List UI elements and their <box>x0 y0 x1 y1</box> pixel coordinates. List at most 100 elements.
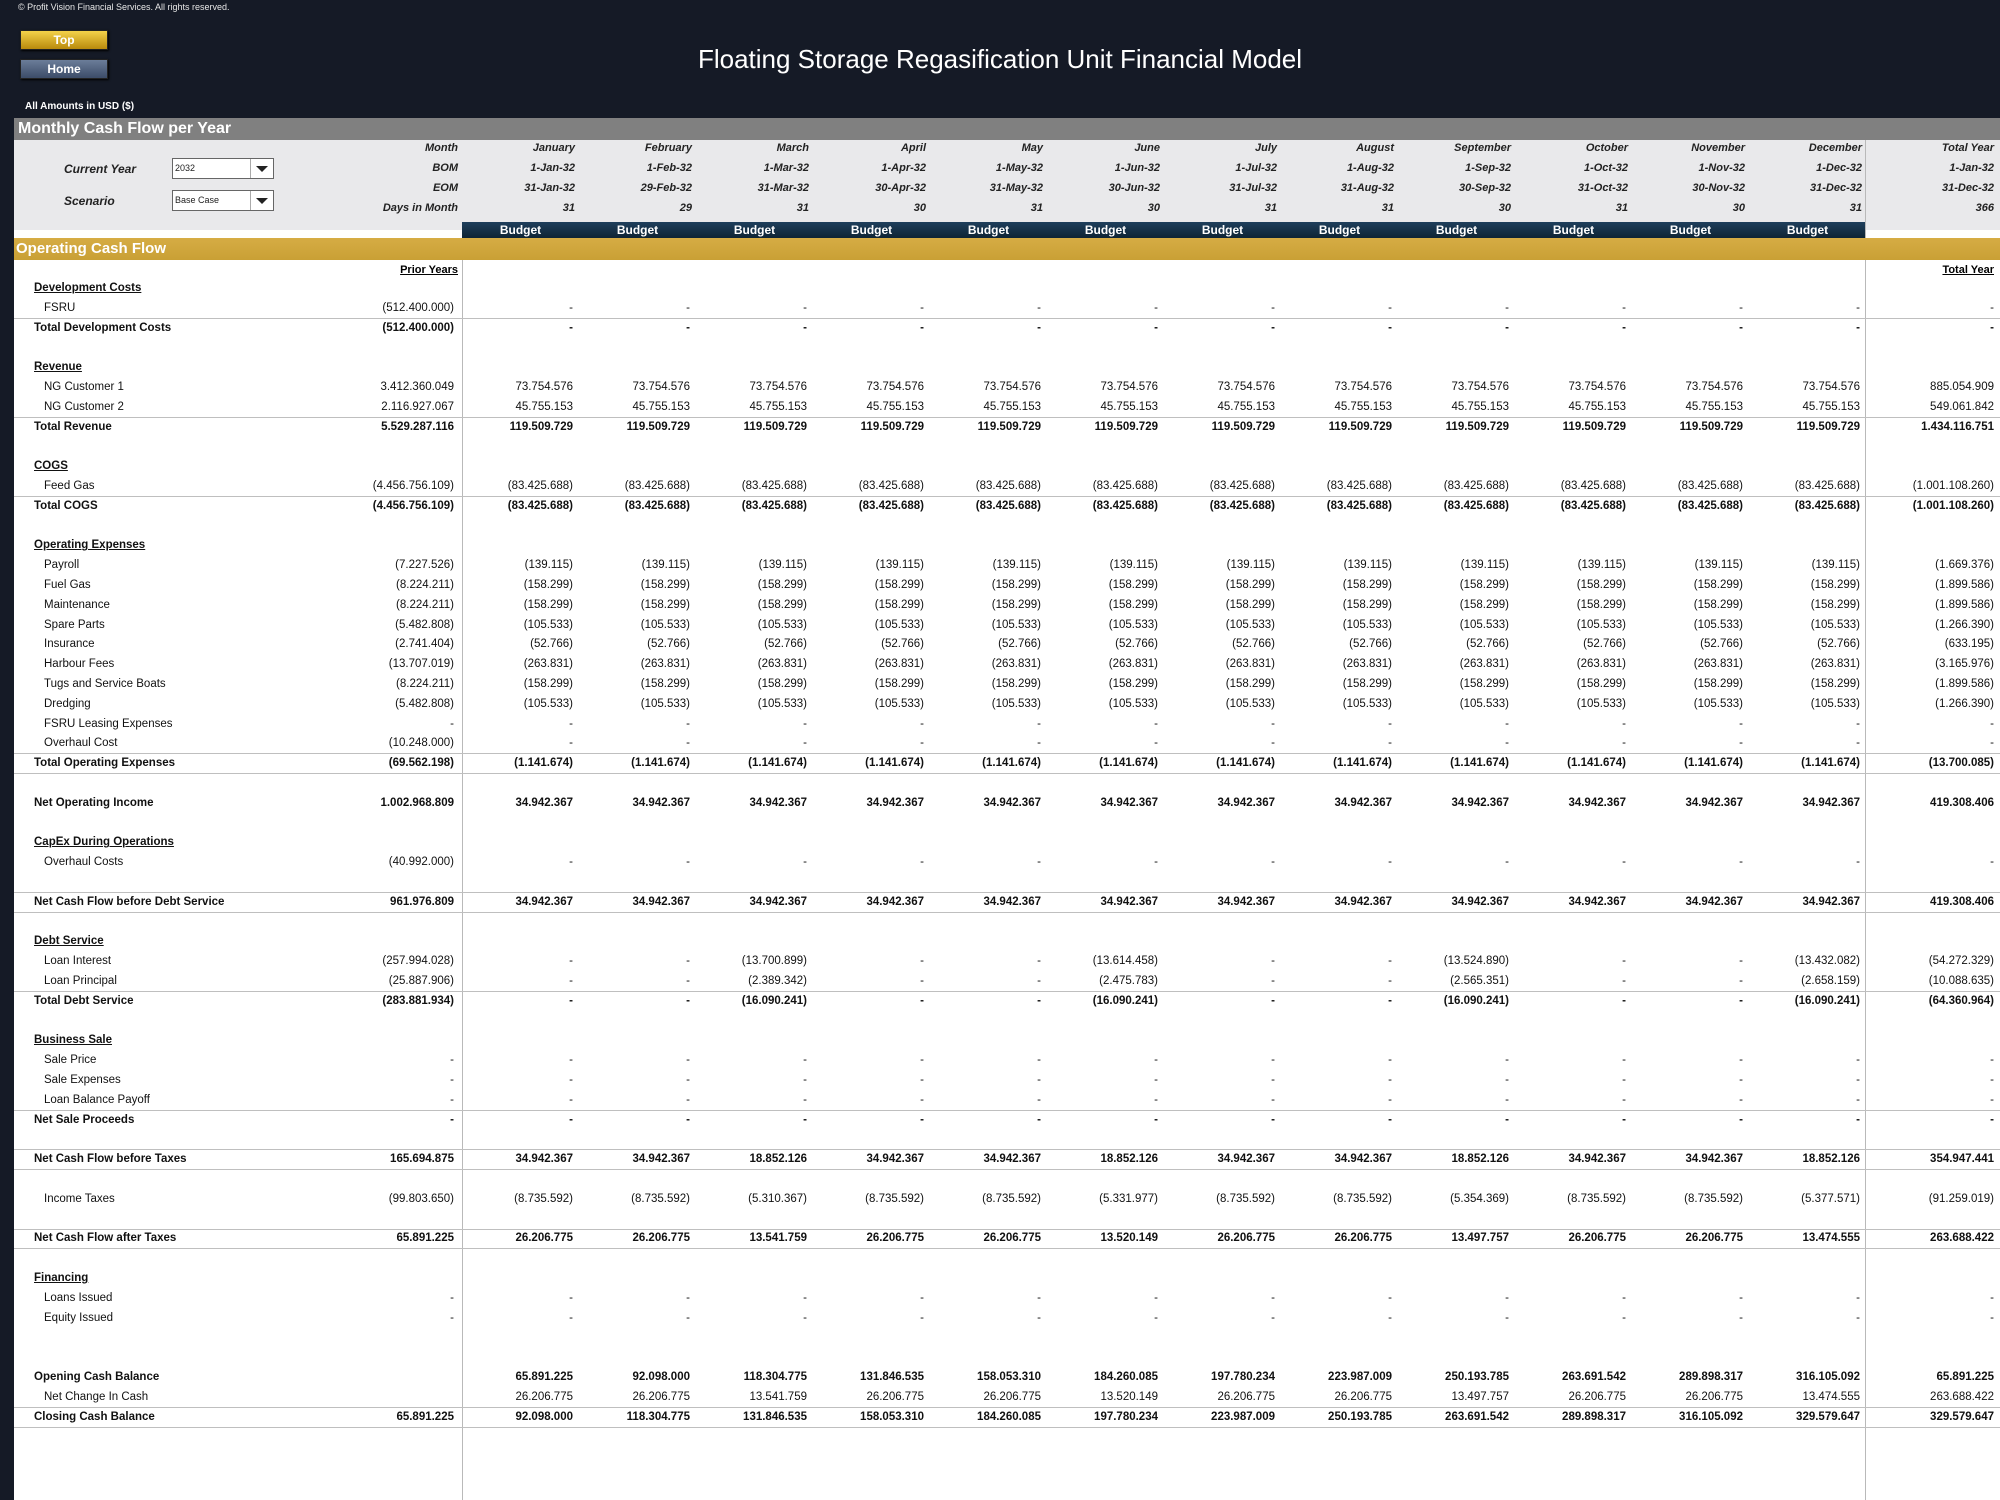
month-cell: (105.533) <box>991 697 1041 710</box>
operating-cash-flow-band: Operating Cash Flow <box>14 238 2000 260</box>
month-cell: 18.852.126 <box>749 1153 807 1166</box>
month-header-days: 31 <box>1030 202 1043 214</box>
month-cell: - <box>1739 1093 1743 1106</box>
month-cell: (158.299) <box>757 579 807 591</box>
total-year-header-days: 366 <box>1975 202 1994 214</box>
table-row: FSRU (512.400.000) - - - - - - - - - - - - - <box>14 302 2000 320</box>
month-header-name: March <box>776 142 809 154</box>
row-divider <box>14 773 2000 775</box>
row-divider <box>14 1426 2000 1428</box>
chevron-down-icon[interactable] <box>250 159 273 178</box>
month-cell: - <box>1739 321 1743 334</box>
month-cell: - <box>1388 321 1392 334</box>
month-cell: 119.509.729 <box>1445 420 1509 433</box>
month-cell: 73.754.576 <box>1334 381 1392 393</box>
month-cell: - <box>569 975 573 987</box>
month-cell: (158.299) <box>640 598 690 611</box>
month-cell: - <box>1856 856 1860 869</box>
month-cell: - <box>803 717 807 730</box>
month-cell: (139.115) <box>524 559 573 572</box>
row-label: Opening Cash Balance <box>34 1371 160 1383</box>
days-header-label: Days in Month <box>382 202 458 214</box>
prior-years-cell: 5.529.287.116 <box>381 420 454 433</box>
month-cell: - <box>686 975 690 987</box>
month-cell: - <box>1388 975 1392 987</box>
month-cell: (13.700.899) <box>741 955 807 968</box>
prior-years-cell: (99.803.650) <box>388 1192 454 1205</box>
month-cell: - <box>803 1291 807 1304</box>
month-cell: (52.766) <box>998 638 1041 651</box>
month-header-days: 30 <box>1147 202 1160 214</box>
total-year-cell: - <box>1990 1291 1994 1304</box>
month-cell: 119.509.729 <box>860 420 924 433</box>
month-cell: 34.942.367 <box>1217 895 1275 908</box>
table-row: NG Customer 1 3.412.360.049 73.754.576 73.7… <box>14 381 2000 399</box>
month-cell: - <box>1388 955 1392 968</box>
month-cell: (105.533) <box>1459 618 1509 631</box>
month-header-bom: 1-May-32 <box>995 162 1043 174</box>
table-row: Overhaul Cost (10.248.000) - - - - - - - - - - - - - <box>14 737 2000 755</box>
scenario-dropdown[interactable]: Base Case <box>172 190 274 211</box>
month-cell: (8.735.592) <box>514 1192 573 1205</box>
month-cell: 45.755.153 <box>1100 400 1158 413</box>
month-cell: 26.206.775 <box>1217 1232 1275 1245</box>
chevron-down-icon[interactable] <box>250 191 273 210</box>
month-cell: - <box>569 1311 573 1324</box>
month-header-name: August <box>1356 142 1394 154</box>
month-cell: 34.942.367 <box>1217 1153 1275 1166</box>
month-cell: (139.115) <box>1226 559 1275 572</box>
divider <box>462 260 463 1500</box>
month-cell: - <box>1856 1311 1860 1324</box>
month-cell: 26.206.775 <box>632 1390 690 1403</box>
total-year-cell: 419.308.406 <box>1930 895 1994 908</box>
prior-years-cell: (2.741.404) <box>395 638 454 651</box>
month-cell: (158.299) <box>1108 678 1158 690</box>
current-year-value: 2032 <box>175 163 196 173</box>
month-cell: (105.533) <box>874 618 924 631</box>
prior-years-cell: - <box>450 1093 454 1106</box>
month-cell: - <box>1271 321 1275 334</box>
month-cell: 34.942.367 <box>749 796 807 809</box>
month-header-eom: 31-Dec-32 <box>1810 182 1862 194</box>
month-header-eom: 31-Oct-32 <box>1577 182 1628 194</box>
total-year-cell: 263.688.422 <box>1930 1390 1994 1403</box>
month-cell: - <box>1505 1074 1509 1086</box>
scenario-label: Scenario <box>64 194 115 208</box>
total-year-cell: - <box>1990 1093 1994 1106</box>
row-label: Net Operating Income <box>34 796 154 809</box>
total-year-cell: - <box>1990 321 1994 334</box>
month-cell: (139.115) <box>875 559 924 572</box>
budget-tag: Budget <box>1786 223 1829 237</box>
total-year-cell: 885.054.909 <box>1930 381 1994 393</box>
month-cell: - <box>920 717 924 730</box>
row-label: Income Taxes <box>44 1192 115 1205</box>
month-cell: 26.206.775 <box>1334 1232 1392 1245</box>
month-cell: - <box>1622 1054 1626 1067</box>
table-row: Debt Service <box>14 935 2000 953</box>
month-cell: - <box>1388 717 1392 730</box>
month-cell: (105.533) <box>1108 697 1158 710</box>
month-cell: 26.206.775 <box>1568 1390 1626 1403</box>
parameter-area: Current Year 2032 Scenario Base Case Mon… <box>14 140 2000 230</box>
month-cell: 13.541.759 <box>749 1390 807 1403</box>
home-button[interactable]: Home <box>20 59 108 79</box>
row-label: Net Sale Proceeds <box>34 1113 135 1126</box>
prior-years-cell: 165.694.875 <box>390 1153 454 1166</box>
current-year-dropdown[interactable]: 2032 <box>172 158 274 179</box>
budget-tag: Budget <box>499 223 542 237</box>
spreadsheet: Monthly Cash Flow per Year Current Year … <box>14 118 2000 1500</box>
row-divider <box>14 317 2000 319</box>
row-divider <box>14 1109 2000 1111</box>
month-cell: (2.389.342) <box>748 975 807 987</box>
month-cell: 34.942.367 <box>1100 895 1158 908</box>
month-cell: (52.766) <box>1232 638 1275 651</box>
month-cell: (158.299) <box>1459 579 1509 591</box>
month-cell: (83.425.688) <box>507 499 573 512</box>
month-cell: - <box>1154 321 1158 334</box>
month-cell: (83.425.688) <box>1794 480 1860 492</box>
month-cell: (83.425.688) <box>1794 499 1860 512</box>
top-button[interactable]: Top <box>20 30 108 50</box>
month-header-eom: 30-Apr-32 <box>875 182 926 194</box>
month-cell: - <box>1037 1093 1041 1106</box>
table-row: Revenue <box>14 361 2000 379</box>
